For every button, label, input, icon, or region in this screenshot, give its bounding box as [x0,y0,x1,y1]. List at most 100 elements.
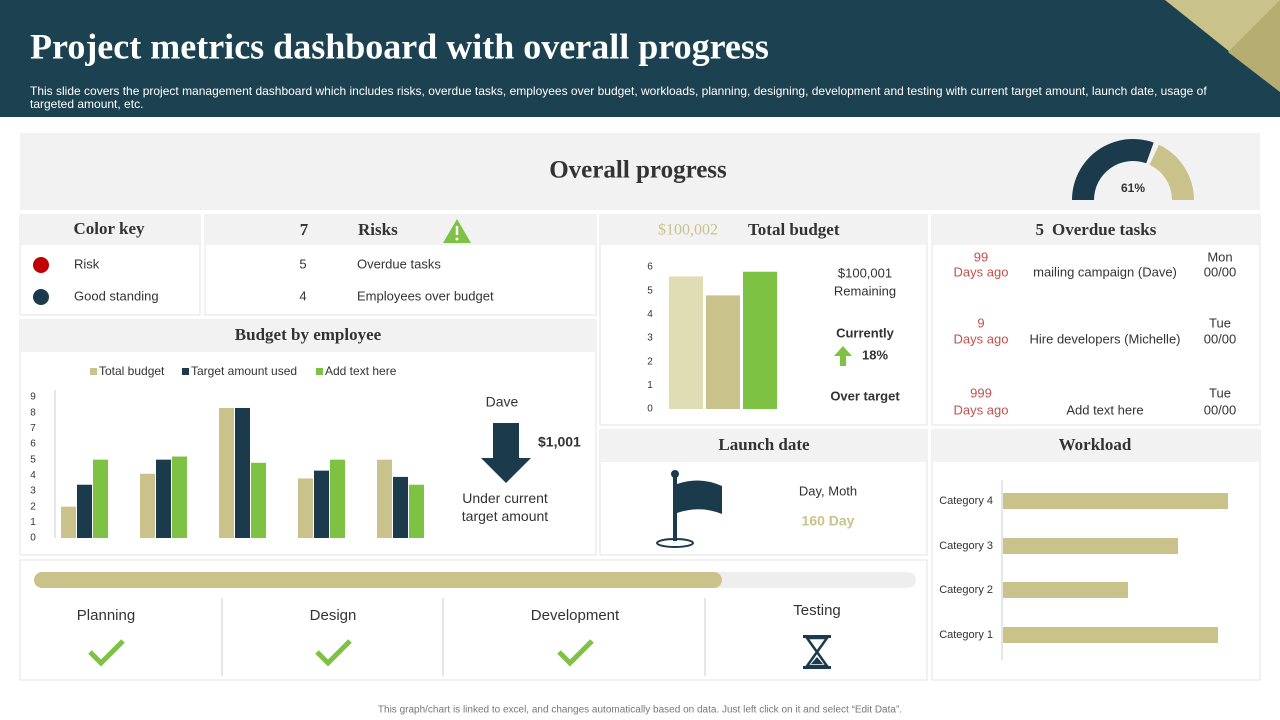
footer-note: This graph/chart is linked to excel, and… [378,705,902,716]
days-label: Days ago [954,264,1009,279]
page-title: Project metrics dashboard with overall p… [30,26,769,66]
bar [77,484,92,538]
section-title: Overdue tasks [1052,220,1157,239]
task-label: Hire developers (Michelle) [1030,331,1181,346]
due-day: Mon [1207,249,1232,264]
hourglass-icon [804,636,830,668]
remaining-amount: $100,001 [838,265,892,280]
phase-label: Planning [77,607,135,624]
launch-days: 160 Day [802,513,855,529]
phase-label: Design [310,607,357,624]
check-icon [315,639,352,667]
category-label: Category 3 [939,540,993,552]
overdue-count: 5 [1036,220,1045,239]
y-tick-label: 0 [647,404,653,415]
task-label: mailing campaign (Dave) [1033,264,1177,279]
flag-icon [677,480,722,514]
y-tick-label: 3 [30,486,36,497]
panel-header [20,215,200,245]
flag-icon [656,538,694,548]
bar [235,407,250,538]
bar [140,473,155,538]
days-count: 9 [977,315,984,330]
section-title: Budget by employee [235,325,382,344]
launch-label: Day, Moth [799,483,857,498]
y-tick-label: 4 [30,470,36,481]
section-title: Total budget [748,220,840,239]
risk-label: Overdue tasks [357,256,441,271]
check-icon [88,639,125,667]
corner-decor [1228,0,1280,92]
bar [156,459,171,538]
panel-header [932,430,1260,462]
color-swatch [33,257,49,273]
gauge-track [1149,144,1194,200]
risk-label: Employees over budget [357,288,494,303]
bar [1003,493,1228,509]
risk-count: 7 [300,220,309,239]
bar [409,484,424,538]
up-arrow [834,346,852,366]
gauge-label: 61% [1121,181,1145,195]
y-tick-label: 3 [647,333,653,344]
bar [172,456,187,538]
panel-header [205,215,596,245]
percent: 18% [862,347,888,362]
legend-swatch [90,368,97,375]
legend-label: Total budget [99,364,165,378]
page-subtitle: This slide covers the project management… [30,84,1207,111]
section-title: Overall progress [549,157,727,184]
bar [251,462,266,538]
category-label: Category 1 [939,629,993,641]
bar [1003,538,1178,554]
panel-header [20,320,596,352]
days-label: Days ago [954,331,1009,346]
down-arrow [481,423,531,483]
panel [20,133,1260,210]
y-tick-label: 0 [30,533,36,544]
color-swatch [33,289,49,305]
bar [377,459,392,538]
y-tick-label: 9 [30,392,36,403]
currently-label: Currently [836,325,895,340]
phase-label: Development [531,607,620,624]
section-title: Risks [358,220,398,239]
panel-header [600,430,927,462]
panel-header [600,215,927,245]
legend-swatch [316,368,323,375]
due-date: 00/00 [1204,402,1237,417]
bar [219,407,234,538]
bar [1003,582,1128,598]
y-tick-label: 6 [647,262,653,273]
due-date: 00/00 [1204,331,1237,346]
days-label: Days ago [954,402,1009,417]
hourglass-icon [803,635,831,638]
hourglass-icon [803,666,831,669]
remaining-label: Remaining [834,283,896,298]
over-target: Over target [830,388,900,403]
section-title: Launch date [718,435,810,454]
employee-note: Under current target amount [461,490,549,524]
y-tick-label: 6 [30,439,36,450]
legend-label: Add text here [325,364,397,378]
bar [1003,627,1218,643]
y-tick-label: 8 [30,407,36,418]
days-count: 99 [974,249,988,264]
due-day: Tue [1209,315,1231,330]
bar [393,476,408,538]
bar [669,276,703,409]
bar [61,506,76,538]
employee-amount: $1,001 [538,434,581,450]
y-tick-label: 1 [30,517,36,528]
panel [931,214,1261,426]
y-tick-label: 7 [30,423,36,434]
bar [706,295,740,409]
gauge-fill [1072,139,1154,200]
legend-swatch [182,368,189,375]
phase-label: Testing [793,602,841,619]
key-label: Risk [74,256,100,271]
due-date: 00/00 [1204,264,1237,279]
